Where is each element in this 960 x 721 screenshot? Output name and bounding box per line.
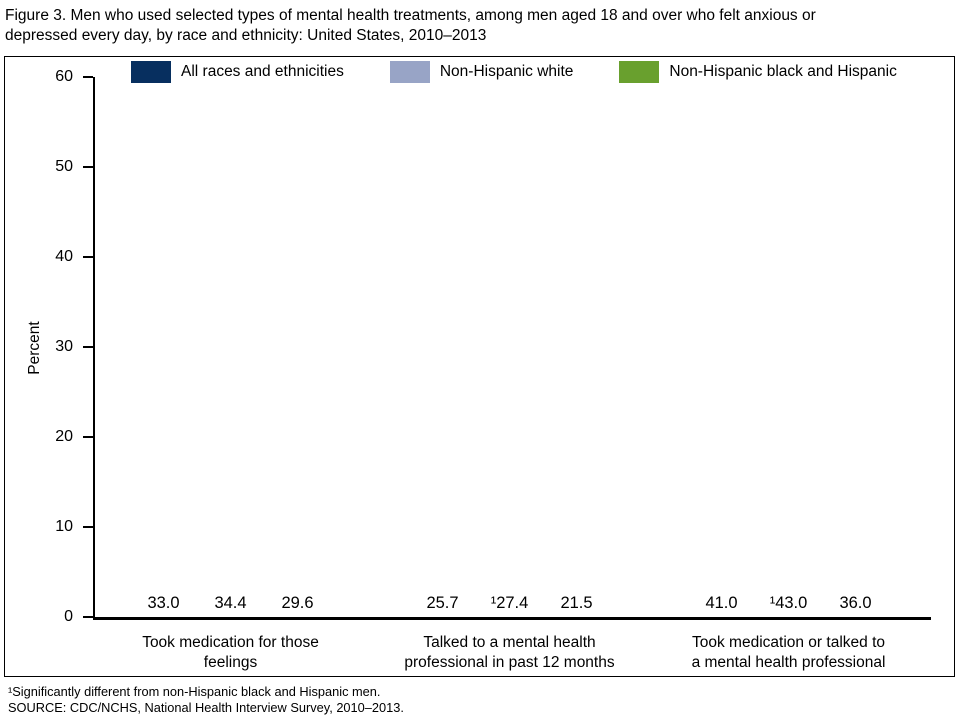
y-tick-mark <box>83 436 93 439</box>
y-tick-mark <box>83 616 93 618</box>
bar-value-label: 25.7 <box>426 594 459 612</box>
bar-value-label: ¹43.0 <box>769 594 808 612</box>
bar-value-label: 33.0 <box>147 594 180 612</box>
bar-value-label: 41.0 <box>705 594 738 612</box>
y-tick-mark <box>83 166 93 168</box>
legend-item-nonhispanic-black-hispanic: Non-Hispanic black and Hispanic <box>619 61 897 83</box>
x-tick-label: Took medication or talked to a mental he… <box>688 633 889 672</box>
plot-area: 33.0 34.4 29.6 25.7 ¹27.4 21.5 41.0 ¹43.0 36.0 0… <box>55 68 931 625</box>
y-tick-mark <box>83 526 93 529</box>
footnote-source: SOURCE: CDC/NCHS, National Health Interv… <box>8 699 404 715</box>
bar-value-label: 29.6 <box>281 594 314 612</box>
legend-swatch-nonhispanic-black-hispanic <box>619 61 660 83</box>
legend-swatch-all-races <box>131 61 171 83</box>
bar-groups: 33.0 34.4 29.6 25.7 ¹27.4 21.5 41.0 ¹43.0 36.0 <box>95 77 931 617</box>
y-tick-label: 0 <box>64 608 73 625</box>
legend-item-all-races: All races and ethnicities <box>131 61 344 83</box>
y-tick-label: 60 <box>55 68 73 85</box>
legend-label: Non-Hispanic white <box>439 63 574 80</box>
y-tick-label: 20 <box>55 428 73 446</box>
x-axis-labels: Took medication for those feelings Talked… <box>95 633 931 672</box>
y-tick-label: 50 <box>55 158 73 175</box>
footnote-significance: ¹Significantly different from non-Hispan… <box>8 684 381 699</box>
legend-swatch-nonhispanic-white <box>389 61 430 83</box>
x-tick-label-text: Took medication for those feelings <box>142 634 319 671</box>
y-tick-label: 30 <box>55 338 73 355</box>
y-tick-mark <box>83 346 93 348</box>
legend: All races and ethnicities Non-Hispanic w… <box>131 61 897 83</box>
footnotes: ¹Significantly different from non-Hispan… <box>8 684 952 715</box>
legend-label: Non-Hispanic black and Hispanic <box>669 63 897 80</box>
legend-item-nonhispanic-white: Non-Hispanic white <box>389 61 574 83</box>
bar-value-label: 36.0 <box>839 594 872 612</box>
x-tick-label-text: Took medication or talked to a mental he… <box>691 634 886 671</box>
x-tick-label-text: Talked to a mental health professional i… <box>404 634 615 671</box>
bar-value-label: 21.5 <box>560 594 593 612</box>
figure-title: Figure 3. Men who used selected types of… <box>5 7 816 44</box>
bar-value-label: ¹27.4 <box>490 594 529 612</box>
x-tick-label: Took medication for those feelings <box>130 633 331 672</box>
y-tick-mark <box>83 256 93 259</box>
legend-label: All races and ethnicities <box>181 63 344 80</box>
y-tick-label: 40 <box>55 248 73 266</box>
chart-panel: All races and ethnicities Non-Hispanic w… <box>4 56 955 677</box>
x-tick-label: Talked to a mental health professional i… <box>404 633 614 672</box>
y-tick-mark <box>83 76 93 78</box>
bar-value-label: 34.4 <box>214 594 247 612</box>
y-tick-label: 10 <box>55 518 73 536</box>
